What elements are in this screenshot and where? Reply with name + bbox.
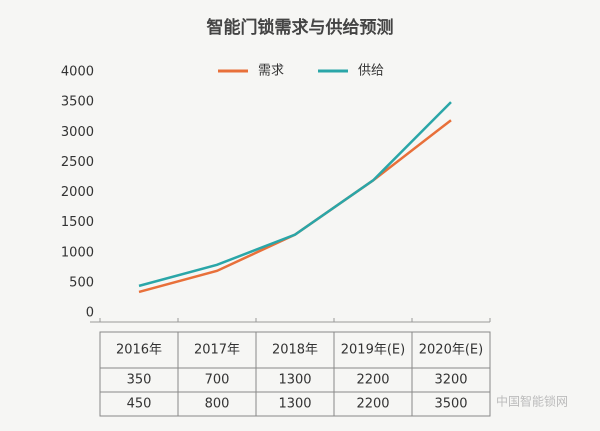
- table: [99, 331, 491, 417]
- y-tick-label: 4000: [61, 65, 94, 80]
- legend-label: 需求: [258, 64, 284, 79]
- table-cell: 350: [127, 373, 152, 388]
- table-cell: 3200: [434, 373, 467, 388]
- x-tick-label: 2017年: [194, 343, 240, 358]
- line: [138, 101, 452, 288]
- watermark: 中国智能锁网: [496, 394, 568, 409]
- chart-title: 智能门锁需求与供给预测: [207, 17, 394, 38]
- x-tick-label: 2016年: [116, 343, 162, 358]
- y-tick-label: 1500: [61, 215, 94, 230]
- table-cell: 2200: [356, 373, 389, 388]
- y-tick-label: 3500: [61, 95, 94, 110]
- table-cell: 800: [205, 397, 230, 412]
- table-cell: 450: [127, 397, 152, 412]
- y-tick-label: 2500: [61, 155, 94, 170]
- x-tick-label: 2018年: [272, 343, 318, 358]
- table-cell: 1300: [278, 373, 311, 388]
- legend-label: 供给: [358, 64, 384, 79]
- y-tick-label: 3000: [61, 125, 94, 140]
- y-tick-label: 2000: [61, 185, 94, 200]
- table-cell: 3500: [434, 397, 467, 412]
- y-tick-label: 1000: [61, 245, 94, 260]
- y-tick-label: 500: [69, 275, 94, 290]
- y-tick-label: 0: [86, 306, 94, 321]
- table-cell: 1300: [278, 397, 311, 412]
- table-cell: 2200: [356, 397, 389, 412]
- x-tick-label: 2019年(E): [341, 343, 405, 358]
- x-tick-label: 2020年(E): [419, 343, 483, 358]
- table-cell: 700: [205, 373, 230, 388]
